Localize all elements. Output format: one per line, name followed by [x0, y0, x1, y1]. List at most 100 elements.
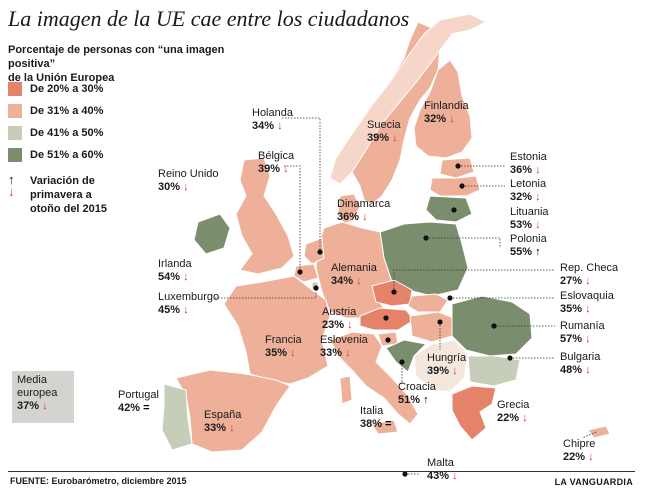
arrow-legend-label: Variación de primavera a otoño del 2015 [30, 175, 108, 215]
down-arrow-icon: ↓ [347, 319, 353, 331]
label-alemania: Alemania 34% ↓ [331, 262, 377, 288]
leader-polonia [426, 237, 501, 248]
label-espana: España 33% ↓ [204, 409, 241, 435]
country-bulgaria [467, 355, 521, 387]
dot-letonia [459, 183, 465, 189]
average-label-2: europea [17, 387, 58, 399]
label-suecia: Suecia 39% ↓ [367, 119, 401, 145]
country-value: 53% [510, 219, 533, 231]
brand-logo: LA VANGUARDIA [554, 477, 633, 487]
legend-swatch [8, 82, 22, 96]
label-rumania: Rumanía 57% ↓ [560, 320, 605, 346]
european-average-box: Media europea 37% ↓ [12, 371, 74, 423]
country-value: 39% [427, 365, 450, 377]
down-arrow-icon: ↓ [452, 470, 458, 482]
country-name: Francia [265, 334, 302, 346]
leader-belgica [284, 165, 301, 272]
label-francia: Francia 35% ↓ [265, 334, 302, 360]
down-arrow-icon: ↓ [535, 164, 541, 176]
country-value: 57% [560, 333, 583, 345]
country-name: Suecia [367, 119, 401, 131]
dot-holanda [317, 249, 323, 255]
country-greece [451, 385, 497, 441]
country-name: España [204, 409, 242, 421]
country-name: Croacia [398, 381, 436, 393]
country-name: Dinamarca [337, 198, 391, 210]
color-legend: De 20% a 30% De 31% a 40% De 41% a 50% D… [8, 82, 123, 170]
country-value: 30% [158, 181, 181, 193]
country-value: 36% [510, 164, 533, 176]
down-arrow-icon: ↓ [362, 211, 368, 223]
equal-icon: = [385, 418, 392, 430]
dot-eslovaquia [447, 295, 453, 301]
label-rep-checa: Rep. Checa 27% ↓ [560, 262, 618, 288]
country-value: 33% [204, 422, 227, 434]
dot-malta [402, 471, 408, 477]
dot-estonia [455, 163, 461, 169]
country-name: Holanda [252, 107, 293, 119]
label-luxemburgo: Luxemburgo 45% ↓ [158, 291, 219, 317]
leader-lines [215, 117, 597, 475]
source-note: FUENTE: Eurobarómetro, diciembre 2015 [10, 476, 187, 486]
legend-item-51-60: De 51% a 60% [8, 148, 123, 170]
country-name: Malta [427, 457, 454, 469]
label-italia: Italia 38% = [360, 405, 392, 431]
country-netherlands [303, 237, 325, 265]
country-name: Portugal [118, 389, 159, 401]
map-title: La imagen de la UE cae entre los ciudada… [8, 6, 410, 31]
country-value: 35% [560, 303, 583, 315]
country-value: 35% [265, 347, 288, 359]
country-value: 42% [118, 402, 141, 414]
label-croacia: Croacia 51% ↑ [398, 381, 436, 407]
country-value: 32% [424, 113, 447, 125]
country-balkans-non-eu [413, 339, 469, 393]
subtitle-line-2: de la Unión Europea [8, 72, 115, 84]
country-value: 55% [510, 246, 533, 258]
dot-rumania [491, 323, 497, 329]
dot-lituania [451, 207, 457, 213]
country-value: 38% [360, 418, 383, 430]
legend-label: De 20% a 30% [30, 83, 104, 95]
country-united-kingdom [235, 157, 295, 275]
down-arrow-icon: ↓ [277, 120, 283, 132]
country-name: Finlandia [424, 100, 469, 112]
label-reino-unido: Reino Unido 30% ↓ [158, 168, 219, 194]
legend-label: De 51% a 60% [30, 149, 104, 161]
country-italy-sardinia [339, 375, 353, 405]
leader-dots [297, 163, 513, 477]
down-arrow-icon: ↓ [356, 275, 362, 287]
country-name: Eslovaquia [560, 290, 614, 302]
country-value: 34% [331, 275, 354, 287]
up-arrow-icon: ↑ [423, 394, 429, 406]
country-name: Hungría [427, 352, 467, 364]
average-value: 37% [17, 400, 40, 412]
map-subtitle: Porcentaje de personas con “una imagen p… [8, 43, 258, 85]
country-name: Bélgica [258, 150, 295, 162]
country-name: Austria [322, 306, 357, 318]
country-value: 48% [560, 364, 583, 376]
label-bulgaria: Bulgaria 48% ↓ [560, 351, 600, 377]
label-holanda: Holanda 34% ↓ [252, 107, 293, 133]
legend-swatch [8, 126, 22, 140]
subtitle-line-1: Porcentaje de personas con “una imagen p… [8, 44, 225, 70]
country-name: Rumanía [560, 320, 605, 332]
down-arrow-icon: ↓ [392, 132, 398, 144]
dot-rep-checa [391, 289, 397, 295]
country-italy [329, 331, 419, 425]
country-value: 22% [497, 412, 520, 424]
down-arrow-icon: ↓ [585, 275, 591, 287]
down-arrow-icon: ↓ [8, 184, 15, 199]
down-arrow-icon: ↓ [522, 412, 528, 424]
country-name: Bulgaria [560, 351, 601, 363]
legend-label: De 41% a 50% [30, 127, 104, 139]
country-value: 39% [258, 163, 281, 175]
country-name: Reino Unido [158, 168, 219, 180]
country-france [223, 275, 331, 385]
down-arrow-icon: ↓ [183, 181, 189, 193]
country-ireland [193, 213, 231, 255]
country-name: Rep. Checa [560, 262, 619, 274]
country-finland [413, 59, 473, 159]
dot-hungria [437, 319, 443, 325]
dot-bulgaria [507, 355, 513, 361]
country-value: 32% [510, 191, 533, 203]
